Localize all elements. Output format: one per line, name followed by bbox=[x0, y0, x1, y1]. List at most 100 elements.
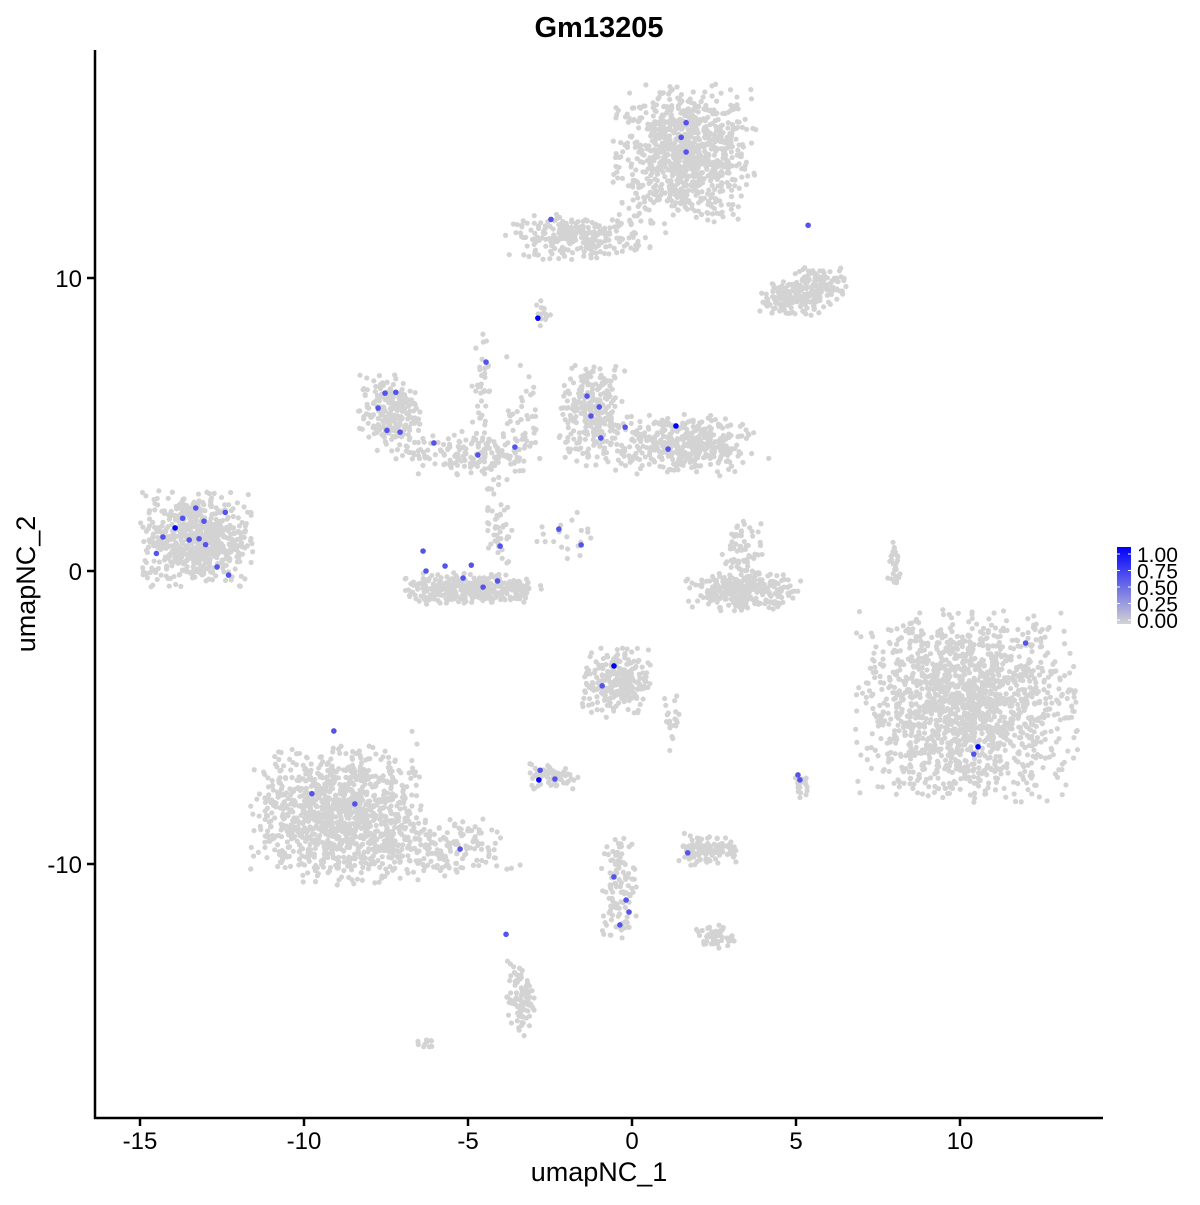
cell-point bbox=[799, 276, 806, 282]
cell-point bbox=[1053, 668, 1059, 674]
cell-point bbox=[885, 710, 891, 716]
cell-point bbox=[632, 144, 638, 150]
cell-point bbox=[803, 283, 809, 289]
cell-point bbox=[601, 445, 608, 451]
cell-point bbox=[695, 463, 702, 469]
cell-point bbox=[404, 410, 410, 417]
cell-point bbox=[426, 578, 432, 584]
cell-point bbox=[875, 753, 881, 759]
cell-point bbox=[694, 188, 700, 194]
cell-point bbox=[910, 785, 916, 792]
cell-point bbox=[735, 581, 741, 588]
cell-point bbox=[619, 248, 625, 254]
cell-point bbox=[780, 279, 787, 285]
cell-point bbox=[1036, 794, 1042, 800]
cell-point bbox=[673, 200, 679, 206]
cell-point bbox=[705, 157, 711, 163]
cell-point bbox=[445, 597, 451, 603]
cell-point bbox=[227, 556, 233, 562]
cell-point bbox=[581, 253, 587, 259]
cell-point bbox=[957, 786, 963, 792]
cell-point bbox=[580, 225, 586, 231]
cell-point bbox=[597, 249, 603, 255]
cell-point bbox=[653, 137, 659, 143]
cell-point bbox=[444, 574, 450, 580]
cell-point bbox=[463, 451, 469, 457]
cell-point bbox=[641, 199, 648, 205]
cell-point bbox=[646, 434, 652, 440]
cell-point bbox=[729, 154, 735, 161]
cell-point bbox=[879, 686, 885, 693]
cell-point bbox=[644, 176, 650, 182]
cell-point bbox=[447, 457, 453, 463]
cell-point bbox=[689, 119, 695, 125]
cell-point bbox=[517, 230, 524, 236]
cell-point bbox=[637, 465, 644, 472]
cell-point bbox=[635, 125, 642, 131]
cell-point bbox=[578, 234, 585, 241]
cell-point bbox=[225, 514, 231, 520]
cell-point bbox=[858, 752, 864, 758]
cell-point bbox=[510, 221, 517, 227]
cell-point bbox=[230, 506, 236, 512]
cell-point bbox=[432, 461, 438, 467]
cell-point bbox=[531, 220, 537, 226]
cell-point bbox=[730, 127, 736, 133]
cell-point bbox=[752, 570, 758, 576]
cell-point bbox=[891, 780, 897, 786]
cell-point bbox=[362, 392, 368, 398]
cell-point bbox=[249, 540, 255, 547]
cell-point bbox=[727, 87, 734, 93]
chart-title: Gm13205 bbox=[535, 12, 664, 44]
cell-point bbox=[139, 489, 146, 496]
cell-point bbox=[636, 445, 642, 451]
cell-point bbox=[970, 662, 976, 668]
cell-point bbox=[588, 255, 594, 261]
cell-point bbox=[562, 417, 568, 423]
cell-point bbox=[1064, 695, 1070, 702]
cell-point bbox=[674, 161, 680, 167]
cell-point bbox=[522, 595, 529, 601]
cell-point bbox=[411, 400, 418, 406]
cell-point bbox=[913, 715, 919, 721]
cell-point bbox=[202, 560, 208, 566]
cell-point bbox=[985, 762, 991, 768]
cell-point bbox=[996, 672, 1002, 678]
cell-point bbox=[595, 243, 601, 249]
cell-point bbox=[706, 151, 712, 157]
cell-point bbox=[738, 528, 744, 534]
cell-point bbox=[603, 244, 609, 250]
cell-point bbox=[535, 252, 541, 258]
cell-point bbox=[774, 573, 780, 579]
cell-point bbox=[744, 567, 750, 574]
cell-point bbox=[1011, 791, 1017, 797]
cell-point bbox=[878, 714, 884, 720]
cell-point bbox=[738, 607, 745, 613]
cell-point bbox=[615, 457, 621, 463]
cell-point bbox=[565, 388, 571, 394]
cell-point bbox=[667, 118, 673, 124]
cell-point bbox=[591, 250, 597, 256]
cell-point bbox=[966, 767, 972, 774]
cell-point bbox=[1041, 677, 1047, 683]
cell-point bbox=[210, 541, 217, 547]
cell-point bbox=[573, 420, 579, 426]
cell-point bbox=[620, 149, 626, 155]
cell-point bbox=[216, 540, 222, 546]
cell-point bbox=[161, 510, 168, 517]
cell-point bbox=[707, 455, 713, 461]
cell-point bbox=[512, 459, 518, 465]
cell-point bbox=[718, 202, 724, 208]
cell-point bbox=[929, 634, 935, 640]
cell-point bbox=[731, 608, 738, 614]
cell-point bbox=[706, 133, 712, 139]
cell-point bbox=[590, 437, 596, 443]
cell-point bbox=[146, 507, 153, 514]
cell-point bbox=[1022, 744, 1028, 751]
cell-point bbox=[451, 432, 457, 438]
cell-point bbox=[580, 218, 586, 224]
cell-point bbox=[683, 163, 690, 169]
cell-point bbox=[415, 452, 422, 459]
cell-point bbox=[857, 790, 863, 796]
cell-point bbox=[213, 548, 219, 554]
